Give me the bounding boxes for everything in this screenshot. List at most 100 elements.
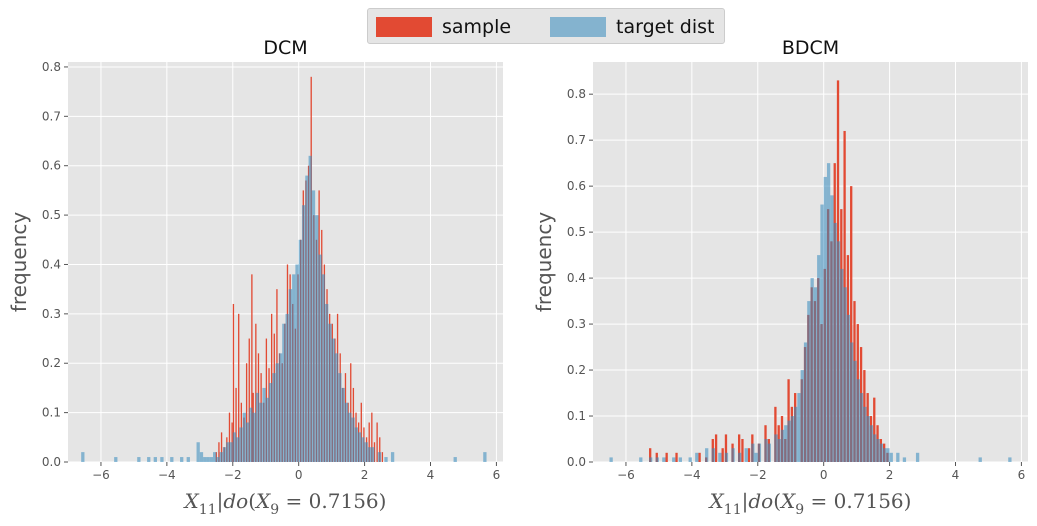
target-bar <box>229 442 233 462</box>
target-bar <box>817 255 821 462</box>
sample-bar <box>738 434 741 462</box>
chart-panel-bdcm: −6 −4 −2 0 2 4 6 0.0 0.1 0.2 0.3 0.4 0.5 0.6 0.7 0.8 BDC… <box>532 37 1028 518</box>
y-tick-label: 0.8 <box>567 87 586 101</box>
target-bar <box>853 360 857 462</box>
sample-bar <box>747 448 751 462</box>
target-bar <box>361 437 365 462</box>
target-bar <box>348 412 352 462</box>
sample-bar <box>675 452 678 462</box>
target-bar <box>688 457 692 462</box>
target-bar <box>879 443 883 462</box>
sample-bar <box>665 452 668 462</box>
target-bar <box>609 457 613 462</box>
sample-bar <box>238 313 240 462</box>
target-bar <box>371 447 375 462</box>
target-bar <box>810 278 814 462</box>
target-bar <box>678 457 682 462</box>
target-bar <box>81 452 85 462</box>
target-bar <box>800 370 804 462</box>
target-bar <box>354 427 358 462</box>
target-bar <box>744 448 748 462</box>
target-bar <box>269 382 273 462</box>
target-bar <box>341 387 345 462</box>
target-bar <box>265 397 270 462</box>
target-bar <box>390 452 395 462</box>
target-bar <box>856 379 860 462</box>
target-bar <box>662 457 666 462</box>
target-bar <box>377 452 382 462</box>
target-bar <box>863 406 867 462</box>
target-bar <box>780 429 785 462</box>
target-bar <box>262 387 266 462</box>
x-tick-label: 2 <box>361 468 369 482</box>
sample-bar <box>655 452 658 462</box>
y-tick-label: 0.6 <box>567 179 586 193</box>
target-bar <box>239 427 243 462</box>
y-tick-label: 0.3 <box>567 317 586 331</box>
y-tick-label: 0.7 <box>567 133 586 147</box>
target-bar <box>318 254 322 462</box>
sample-bar <box>741 439 744 462</box>
sample-bar <box>721 448 724 462</box>
sample-bar <box>232 303 235 462</box>
target-bar <box>764 439 768 462</box>
target-bar <box>216 457 220 462</box>
target-bar <box>695 452 699 462</box>
target-bar <box>278 353 283 462</box>
y-tick-label: 0.0 <box>42 455 61 469</box>
y-tick-label: 0.3 <box>42 307 61 321</box>
x-tick-label: 4 <box>952 468 960 482</box>
sample-bar <box>381 452 384 462</box>
sample-bar <box>649 448 652 462</box>
sample-bar <box>220 432 223 462</box>
target-bar <box>219 452 223 462</box>
target-bar <box>830 195 834 463</box>
target-bar <box>790 416 795 462</box>
target-bar <box>285 313 289 462</box>
target-bar <box>724 452 729 462</box>
target-bar <box>774 434 778 462</box>
target-bar <box>137 457 141 462</box>
x-tick-label: 6 <box>1018 468 1026 482</box>
target-bar <box>295 264 299 462</box>
target-bar <box>203 457 207 462</box>
series-target-dist <box>609 163 1012 463</box>
target-bar <box>344 402 349 462</box>
target-bar <box>850 342 854 462</box>
target-bar <box>784 425 788 462</box>
target-bar <box>334 353 339 462</box>
target-bar <box>384 457 388 462</box>
target-bar <box>288 289 293 462</box>
y-tick-label: 0.4 <box>42 257 61 271</box>
y-tick-label: 0.6 <box>42 159 61 173</box>
target-bar <box>639 457 643 462</box>
target-bar <box>807 301 811 462</box>
target-bar <box>358 432 362 462</box>
y-tick-label: 0.4 <box>567 271 586 285</box>
target-bar <box>873 434 877 462</box>
target-bar <box>672 457 676 462</box>
sample-bar <box>245 363 248 462</box>
target-bar <box>820 204 824 462</box>
target-bar <box>866 416 870 462</box>
y-tick-label: 0.5 <box>42 208 61 222</box>
x-tick-label: 4 <box>427 468 435 482</box>
chart-title: DCM <box>263 37 307 59</box>
target-bar <box>236 437 240 462</box>
target-bar <box>338 373 342 462</box>
target-bar <box>153 457 157 462</box>
target-bar <box>876 439 880 462</box>
target-bar <box>649 457 653 462</box>
x-axis-label: X11|do(X9 = 0.7156) <box>708 489 912 518</box>
sample-bar <box>248 338 250 462</box>
target-bar <box>186 457 190 462</box>
target-bar <box>826 163 831 463</box>
target-bar <box>180 457 184 462</box>
y-axis-label: frequency <box>7 212 31 312</box>
x-tick-label: −2 <box>749 468 767 482</box>
sample-bar <box>228 412 231 462</box>
target-bar <box>836 241 841 462</box>
y-tick-label: 0.5 <box>567 225 586 239</box>
target-bar <box>213 452 217 462</box>
